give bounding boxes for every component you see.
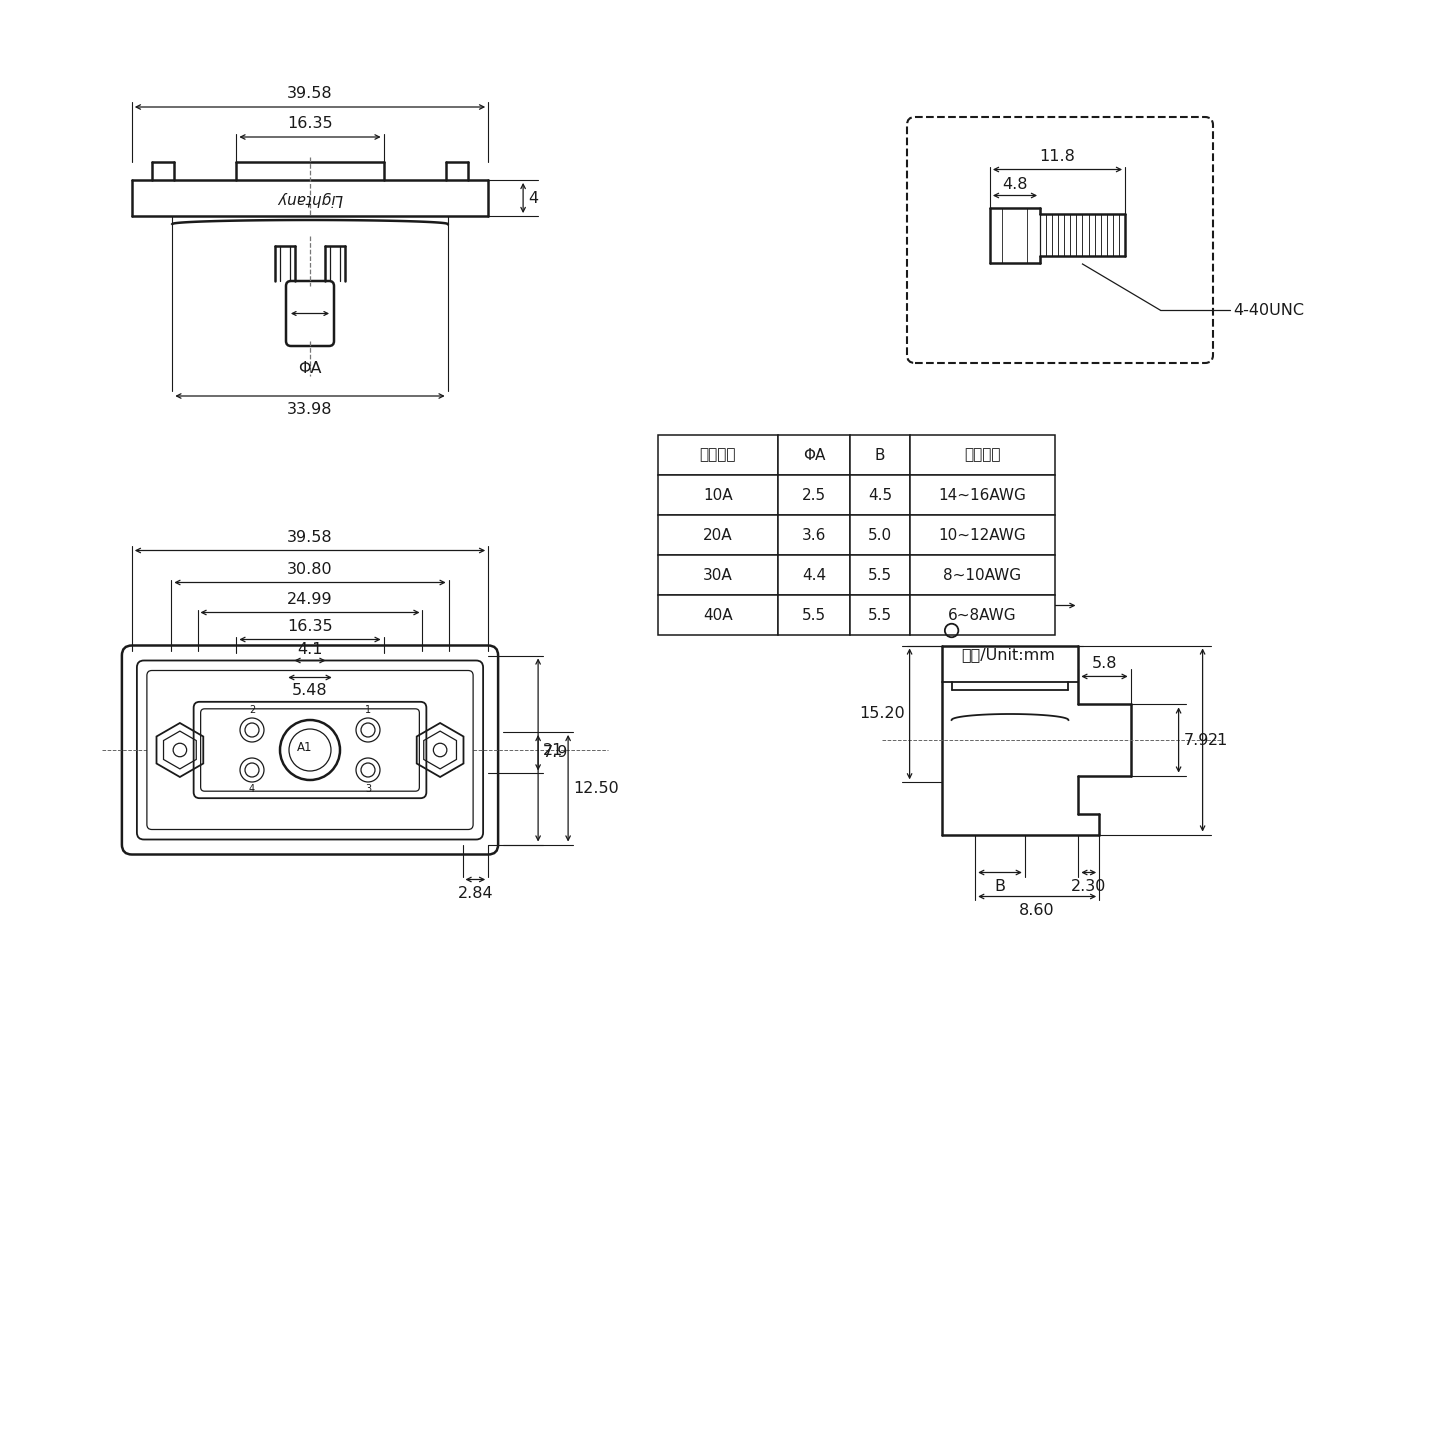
Bar: [658, 475, 778, 516]
Text: 12.50: 12.50: [573, 780, 619, 796]
Bar: [778, 516, 850, 554]
Text: 39.58: 39.58: [287, 86, 333, 101]
Bar: [778, 475, 850, 516]
Bar: [850, 516, 910, 554]
Text: 2.30: 2.30: [1071, 878, 1106, 893]
Text: 5.5: 5.5: [868, 567, 891, 583]
FancyBboxPatch shape: [147, 671, 474, 829]
Text: 4.4: 4.4: [802, 567, 827, 583]
Text: 4.1: 4.1: [297, 641, 323, 657]
Text: 2.5: 2.5: [802, 488, 827, 503]
Text: 21: 21: [1208, 733, 1228, 747]
Bar: [910, 595, 1056, 635]
FancyBboxPatch shape: [122, 645, 498, 854]
Bar: [850, 554, 910, 595]
Bar: [658, 435, 778, 475]
Text: 2.84: 2.84: [458, 886, 492, 900]
Text: 5.8: 5.8: [1092, 657, 1117, 671]
FancyBboxPatch shape: [193, 701, 426, 798]
Text: 7.9: 7.9: [543, 746, 569, 760]
Text: 2: 2: [249, 706, 255, 716]
Text: 15.20: 15.20: [858, 707, 904, 721]
Text: B: B: [995, 878, 1005, 893]
Text: 16.35: 16.35: [287, 619, 333, 634]
Text: 5.0: 5.0: [868, 527, 891, 543]
Text: ΦA: ΦA: [804, 448, 825, 462]
Text: 1: 1: [364, 706, 372, 716]
Bar: [658, 595, 778, 635]
Text: 4: 4: [528, 190, 539, 206]
Text: 6~8AWG: 6~8AWG: [948, 608, 1017, 622]
Text: 10A: 10A: [703, 488, 733, 503]
Bar: [910, 475, 1056, 516]
Text: B: B: [874, 448, 886, 462]
Text: 40A: 40A: [703, 608, 733, 622]
FancyBboxPatch shape: [137, 661, 482, 840]
Text: 21: 21: [543, 743, 563, 757]
Bar: [658, 554, 778, 595]
Text: Φ1.50: Φ1.50: [834, 621, 881, 635]
Text: 线材规格: 线材规格: [965, 448, 1001, 462]
Text: 8.60: 8.60: [1020, 903, 1056, 917]
Text: 15.20: 15.20: [988, 586, 1032, 600]
Text: 额定电流: 额定电流: [700, 448, 736, 462]
Text: 7.9: 7.9: [1184, 733, 1210, 747]
Text: 10~12AWG: 10~12AWG: [939, 527, 1027, 543]
Text: 30.80: 30.80: [287, 562, 333, 576]
Text: 30A: 30A: [703, 567, 733, 583]
Text: 4.8: 4.8: [1002, 177, 1028, 192]
Text: 3.6: 3.6: [802, 527, 827, 543]
Bar: [850, 435, 910, 475]
Text: ΦA: ΦA: [298, 361, 321, 376]
Text: 24.99: 24.99: [287, 592, 333, 606]
Text: 8~10AWG: 8~10AWG: [943, 567, 1021, 583]
Text: 4: 4: [249, 783, 255, 793]
Text: 4-40UNC: 4-40UNC: [1233, 302, 1305, 317]
FancyBboxPatch shape: [200, 708, 419, 791]
Text: 4.5: 4.5: [868, 488, 891, 503]
Bar: [778, 595, 850, 635]
Bar: [658, 516, 778, 554]
Text: Lightany: Lightany: [276, 190, 343, 206]
Bar: [910, 435, 1056, 475]
Bar: [850, 475, 910, 516]
Text: 5.48: 5.48: [292, 683, 328, 697]
Bar: [910, 516, 1056, 554]
Text: 5.5: 5.5: [868, 608, 891, 622]
Bar: [778, 554, 850, 595]
Bar: [910, 554, 1056, 595]
Text: 14~16AWG: 14~16AWG: [939, 488, 1027, 503]
Text: 5.5: 5.5: [802, 608, 827, 622]
Text: 3: 3: [364, 783, 372, 793]
Bar: [850, 595, 910, 635]
Text: A1: A1: [297, 740, 312, 753]
FancyBboxPatch shape: [907, 117, 1212, 363]
Text: 16.35: 16.35: [287, 117, 333, 131]
Text: 20A: 20A: [703, 527, 733, 543]
Text: 33.98: 33.98: [287, 402, 333, 418]
Bar: [778, 435, 850, 475]
Text: 39.58: 39.58: [287, 530, 333, 544]
Text: 11.8: 11.8: [1040, 148, 1076, 164]
Text: 单位/Unit:mm: 单位/Unit:mm: [960, 647, 1056, 662]
FancyBboxPatch shape: [287, 281, 334, 346]
